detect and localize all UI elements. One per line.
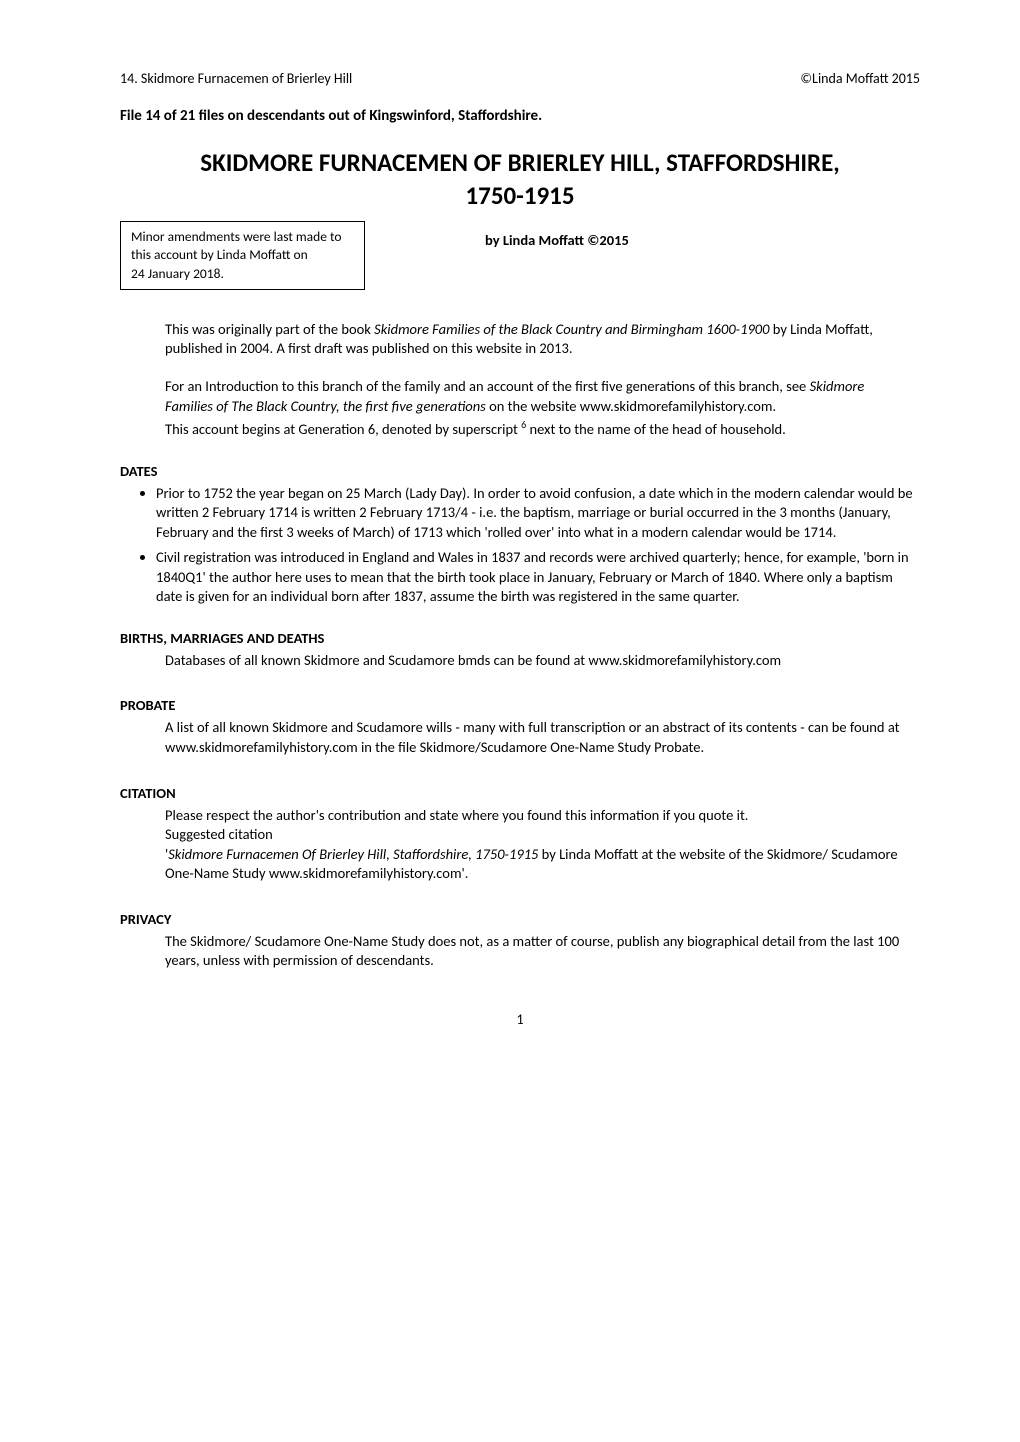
byline: by Linda Moffatt ©2015 <box>485 231 629 249</box>
bmd-heading: BIRTHS, MARRIAGES AND DEATHS <box>120 629 920 647</box>
citation-line: Suggested citation <box>165 825 910 845</box>
list-item: Prior to 1752 the year began on 25 March… <box>156 484 920 543</box>
note-line: 24 January 2018. <box>131 265 354 283</box>
page-number: 1 <box>120 1011 920 1028</box>
running-header: 14. Skidmore Furnacemen of Brierley Hill… <box>120 70 920 87</box>
privacy-heading: PRIVACY <box>120 910 920 928</box>
text: For an Introduction to this branch of th… <box>165 377 810 395</box>
privacy-text: The Skidmore/ Scudamore One-Name Study d… <box>165 932 910 971</box>
intro-block: This was originally part of the book Ski… <box>165 320 910 440</box>
note-line: this account by Linda Moffatt on <box>131 246 354 264</box>
text: This account begins at Generation 6, den… <box>165 420 521 438</box>
dates-list: Prior to 1752 the year began on 25 March… <box>156 484 920 607</box>
text: next to the name of the head of househol… <box>526 420 786 438</box>
book-title: Skidmore Families of the Black Country a… <box>374 320 769 338</box>
intro-para-3: This account begins at Generation 6, den… <box>165 418 910 439</box>
probate-text: A list of all known Skidmore and Scudamo… <box>165 718 910 757</box>
probate-heading: PROBATE <box>120 696 920 714</box>
amendment-note-box: Minor amendments were last made to this … <box>120 221 365 290</box>
list-item: Civil registration was introduced in Eng… <box>156 548 920 607</box>
document-title-line2: 1750-1915 <box>120 180 920 211</box>
top-row: Minor amendments were last made to this … <box>120 221 920 290</box>
document-title-line1: SKIDMORE FURNACEMEN OF BRIERLEY HILL, ST… <box>120 147 920 178</box>
header-left: 14. Skidmore Furnacemen of Brierley Hill <box>120 70 352 87</box>
work-title: Skidmore Furnacemen Of Brierley Hill, St… <box>168 845 538 863</box>
intro-para-1: This was originally part of the book Ski… <box>165 320 910 359</box>
citation-line: Please respect the author's contribution… <box>165 806 910 826</box>
citation-line: 'Skidmore Furnacemen Of Brierley Hill, S… <box>165 845 910 884</box>
bmd-text: Databases of all known Skidmore and Scud… <box>165 651 910 671</box>
intro-para-2: For an Introduction to this branch of th… <box>165 377 910 416</box>
citation-block: Please respect the author's contribution… <box>165 806 910 884</box>
header-right: ©Linda Moffatt 2015 <box>800 70 920 87</box>
text: on the website www.skidmorefamilyhistory… <box>486 397 776 415</box>
text: This was originally part of the book <box>165 320 374 338</box>
page: 14. Skidmore Furnacemen of Brierley Hill… <box>0 0 1020 1068</box>
file-line: File 14 of 21 files on descendants out o… <box>120 107 920 125</box>
dates-heading: DATES <box>120 462 920 480</box>
citation-heading: CITATION <box>120 784 920 802</box>
note-line: Minor amendments were last made to <box>131 228 354 246</box>
